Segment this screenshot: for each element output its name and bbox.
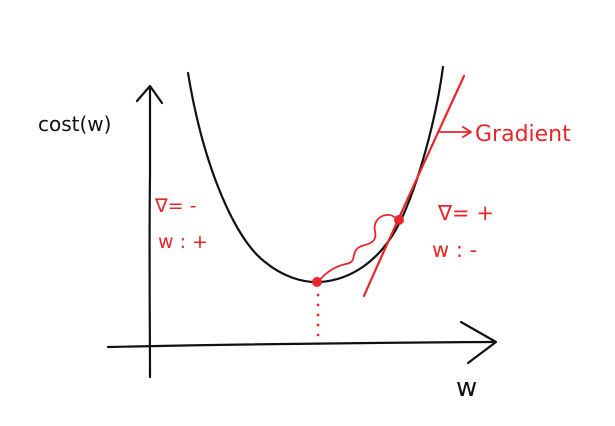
right-weight-sign: w : -: [432, 238, 477, 262]
descent-steps: [317, 214, 398, 283]
left-gradient-sign: ∇= -: [154, 195, 197, 217]
current-point: [394, 215, 404, 225]
right-gradient-sign: ∇= +: [437, 201, 494, 225]
gradient-label-arrow: [439, 126, 472, 138]
gradient-tangent-line: [362, 74, 466, 298]
minimum-dotted-guide: [316, 293, 320, 337]
gradient-label: Gradient: [475, 122, 571, 147]
y-axis-label: cost(w): [38, 112, 111, 136]
minimum-point: [312, 277, 322, 287]
axes: [106, 84, 498, 379]
x-axis-label: w: [456, 373, 477, 403]
y-axis-arrowhead: [135, 84, 164, 105]
cost-curve: [186, 65, 445, 284]
x-axis-line: [106, 340, 496, 349]
x-axis-arrowhead: [459, 320, 498, 365]
left-weight-sign: w : +: [158, 231, 208, 253]
